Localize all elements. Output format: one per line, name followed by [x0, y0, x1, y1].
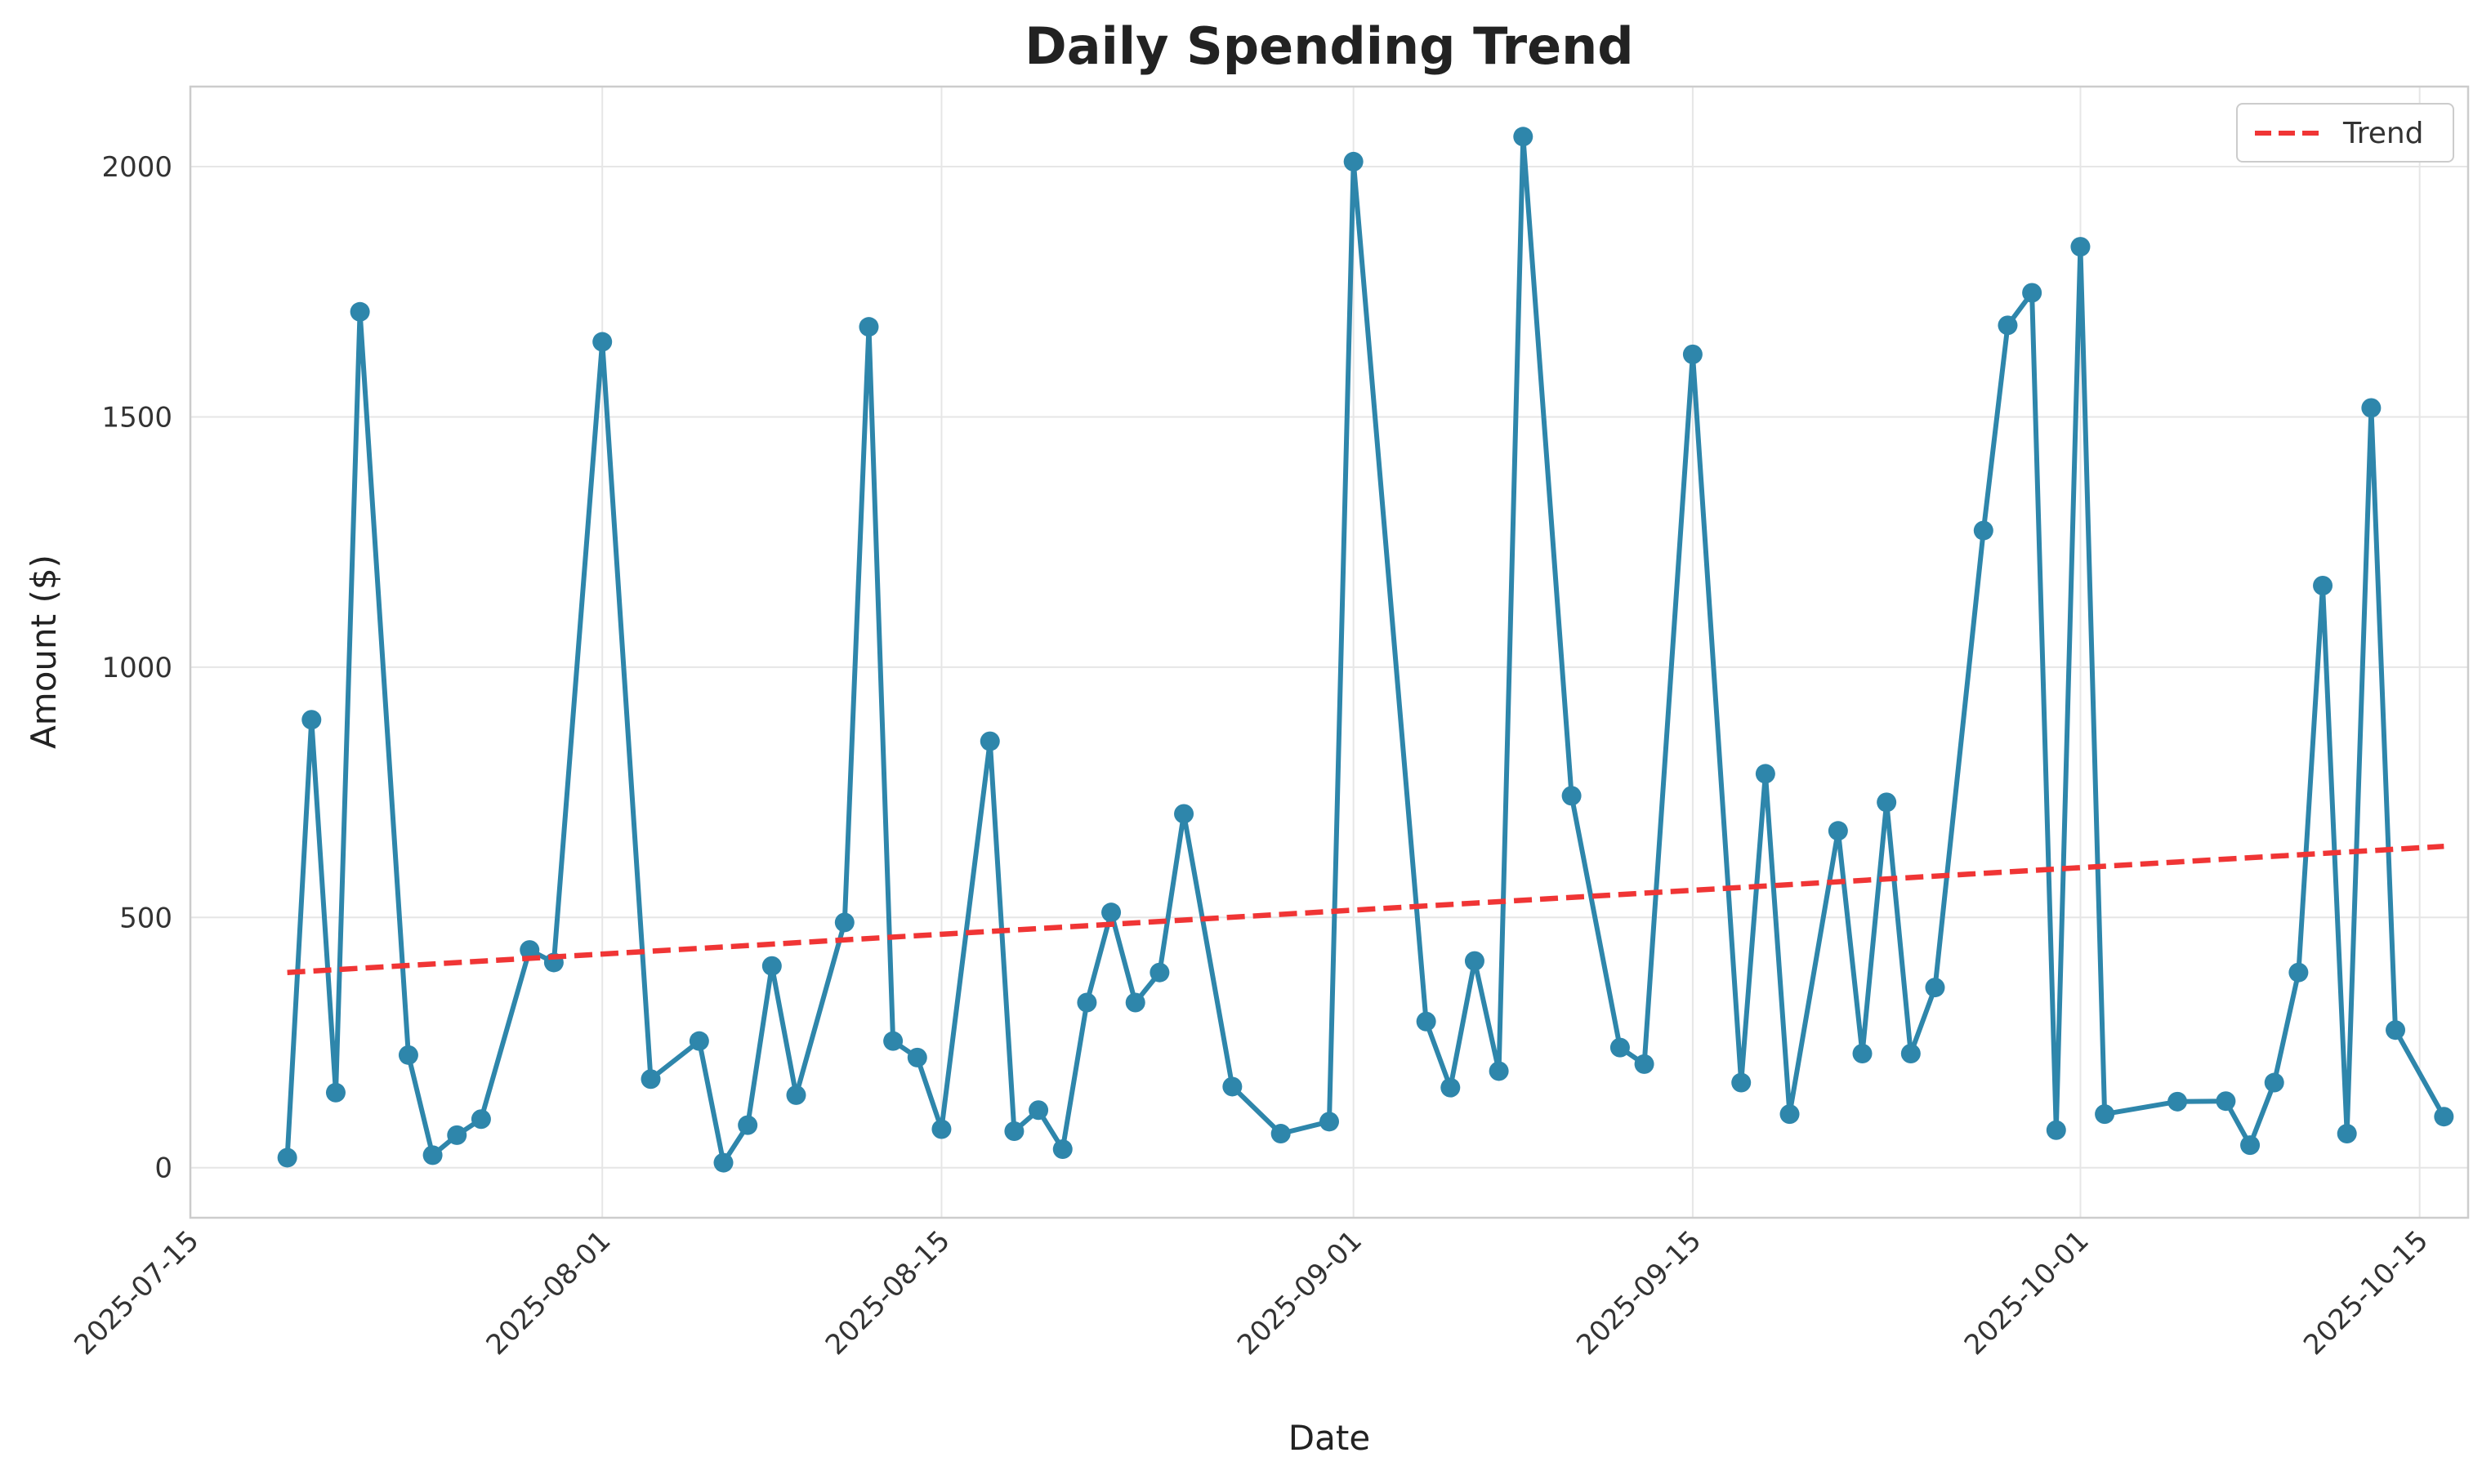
x-tick-label: 2025-10-01	[1958, 1224, 2096, 1361]
data-point	[326, 1083, 346, 1103]
data-point	[1465, 951, 1484, 971]
data-point	[2265, 1073, 2284, 1093]
y-tick-label: 2000	[101, 151, 172, 184]
data-point	[399, 1045, 418, 1065]
data-point	[1344, 152, 1364, 172]
y-tick-label: 500	[119, 902, 172, 934]
legend-trend-label: Trend	[2342, 117, 2424, 150]
data-point	[1029, 1100, 1048, 1120]
data-point	[2337, 1124, 2357, 1143]
x-axis-label: Date	[1288, 1418, 1370, 1458]
data-point	[1635, 1054, 1654, 1074]
data-point	[471, 1109, 491, 1129]
data-point	[350, 302, 370, 322]
x-tick-label: 2025-08-01	[480, 1224, 618, 1361]
x-tick-label: 2025-07-15	[68, 1224, 205, 1361]
data-point	[1853, 1044, 1873, 1063]
data-point	[1901, 1044, 1921, 1063]
data-point	[1319, 1112, 1339, 1131]
data-point	[1053, 1139, 1073, 1159]
data-point	[2022, 283, 2042, 302]
data-point	[2434, 1107, 2453, 1126]
data-point	[738, 1116, 757, 1135]
data-point	[690, 1032, 709, 1051]
data-point	[2313, 576, 2333, 595]
data-point	[1126, 992, 1145, 1012]
data-point	[2288, 963, 2308, 983]
data-point	[1489, 1061, 1509, 1081]
data-point	[2095, 1104, 2114, 1124]
data-point	[278, 1148, 297, 1167]
y-axis-label: Amount ($)	[24, 555, 64, 749]
data-point	[1101, 902, 1121, 922]
legend: Trend	[2237, 104, 2453, 162]
data-point	[883, 1032, 903, 1051]
data-point	[762, 956, 782, 976]
data-point	[423, 1145, 443, 1165]
data-point	[1974, 521, 1993, 541]
x-axis-ticks: 2025-07-15 2025-08-01 2025-08-15 2025-09-01…	[68, 1224, 2435, 1361]
y-tick-label: 1500	[101, 401, 172, 434]
data-point	[592, 332, 612, 352]
data-point	[1077, 992, 1096, 1012]
data-point	[786, 1085, 806, 1105]
data-point	[835, 912, 855, 932]
data-point	[2386, 1020, 2405, 1040]
spending-line	[288, 136, 2444, 1162]
data-point	[1417, 1012, 1436, 1032]
data-point	[2047, 1121, 2066, 1140]
data-point	[301, 710, 321, 729]
series-layer	[288, 136, 2444, 1162]
x-tick-label: 2025-10-15	[2297, 1224, 2435, 1361]
data-point	[1513, 127, 1533, 146]
x-tick-label: 2025-09-15	[1570, 1224, 1708, 1361]
data-point	[931, 1120, 951, 1139]
x-tick-label: 2025-09-01	[1231, 1224, 1368, 1361]
trend-layer	[288, 846, 2444, 972]
data-point	[2240, 1135, 2260, 1155]
data-point	[1731, 1073, 1751, 1093]
data-point	[1998, 315, 2017, 335]
x-tick-label: 2025-08-15	[819, 1224, 957, 1361]
y-tick-label: 1000	[101, 652, 172, 684]
data-point	[1756, 764, 1775, 783]
data-point	[1150, 963, 1169, 983]
data-point	[908, 1048, 927, 1067]
y-tick-label: 0	[154, 1152, 172, 1185]
data-point	[980, 732, 1000, 751]
data-point	[1925, 978, 1944, 997]
data-point	[859, 317, 878, 336]
data-point	[2167, 1092, 2187, 1112]
chart-title: Daily Spending Trend	[1025, 16, 1633, 76]
data-point	[2216, 1091, 2235, 1111]
data-point	[447, 1125, 467, 1145]
data-point	[1174, 804, 1194, 823]
trend-line	[288, 846, 2444, 972]
y-axis-ticks: 0 500 1000 1500 2000	[101, 151, 172, 1185]
data-point	[2361, 398, 2381, 417]
data-point	[1877, 792, 1896, 812]
data-point	[641, 1069, 661, 1089]
data-point	[1562, 786, 1582, 805]
data-point	[1004, 1121, 1024, 1141]
data-point	[1828, 821, 1848, 840]
data-point	[1222, 1076, 1242, 1096]
data-point	[2070, 237, 2090, 256]
data-point	[714, 1153, 734, 1173]
data-point	[1271, 1124, 1291, 1143]
data-point	[1780, 1104, 1800, 1124]
data-point	[1610, 1038, 1630, 1058]
data-point	[1440, 1078, 1460, 1098]
data-point	[1683, 345, 1703, 364]
